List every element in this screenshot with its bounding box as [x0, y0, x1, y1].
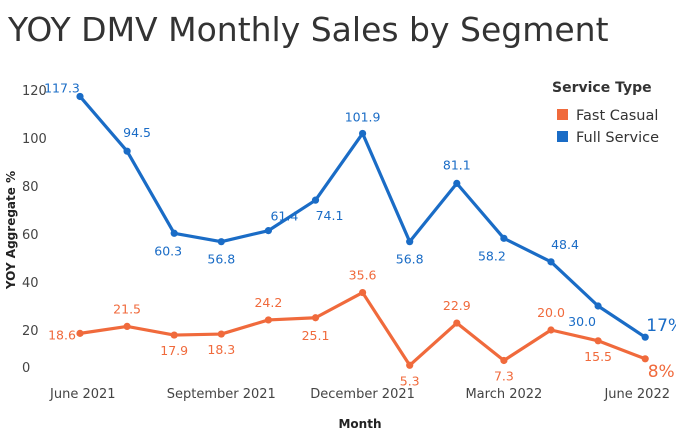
data-point[interactable] [594, 337, 602, 345]
data-point[interactable] [311, 196, 320, 204]
legend-item-fast-casual[interactable]: Fast Casual [557, 108, 658, 124]
x-tick-label: December 2021 [310, 387, 415, 402]
legend-title: Service Type [552, 80, 652, 96]
data-label: 25.1 [302, 328, 330, 343]
data-label: 7.3 [494, 368, 514, 383]
data-point[interactable] [170, 331, 178, 339]
data-label: 56.8 [396, 252, 424, 267]
data-label: 48.4 [551, 237, 579, 252]
x-tick-label: June 2022 [603, 387, 670, 402]
data-label: 117.3 [44, 80, 80, 95]
data-label: 58.2 [478, 248, 506, 263]
y-tick-label: 20 [22, 324, 39, 339]
data-point[interactable] [641, 333, 649, 341]
data-label: 94.5 [123, 125, 151, 140]
data-point[interactable] [500, 356, 508, 365]
data-label: 18.6 [48, 327, 76, 342]
data-label: 17% [646, 316, 676, 336]
y-axis-title: YOY Aggregate % [4, 171, 18, 290]
data-point[interactable] [123, 322, 131, 330]
legend-swatch [557, 109, 568, 120]
data-point[interactable] [76, 329, 84, 337]
data-label: 61.4 [270, 209, 298, 224]
legend-label: Full Service [576, 130, 659, 146]
data-label: 5.3 [400, 373, 420, 388]
data-point[interactable] [311, 314, 320, 322]
data-point[interactable] [217, 238, 225, 246]
series-fast-casual[interactable]: 18.6 21.5 17.9 18.3 24.2 25.1 35.6 5.3 22.9 7.3 20… [48, 268, 675, 389]
y-tick-label: 60 [22, 228, 39, 243]
data-label: 60.3 [154, 243, 182, 258]
series-layer: 18.6 21.5 17.9 18.3 24.2 25.1 35.6 5.3 22.9 7.3 20… [44, 80, 676, 388]
data-point[interactable] [264, 227, 272, 235]
x-tick-label: June 2021 [49, 387, 116, 402]
data-label: 81.1 [443, 157, 471, 172]
x-tick-label: September 2021 [167, 387, 276, 402]
data-label: 20.0 [537, 305, 565, 320]
y-tick-label: 80 [22, 180, 39, 195]
data-label: 24.2 [254, 295, 282, 310]
data-label: 8% [648, 362, 675, 382]
data-point[interactable] [359, 129, 367, 138]
data-label: 17.9 [160, 343, 188, 358]
chart-title: YOY DMV Monthly Sales by Segment [8, 10, 609, 49]
data-point[interactable] [359, 288, 367, 297]
data-point[interactable] [264, 316, 272, 324]
data-label: 18.3 [207, 342, 235, 357]
y-tick-label: 40 [22, 276, 39, 291]
y-tick-label: 0 [22, 361, 30, 376]
y-tick-label: 120 [22, 84, 47, 99]
data-point[interactable] [123, 147, 131, 155]
data-point[interactable] [594, 302, 602, 310]
data-point[interactable] [453, 319, 461, 327]
data-point[interactable] [406, 361, 414, 369]
data-label: 56.8 [207, 252, 235, 267]
y-axis-ticks: 0 20 40 60 80 100 120 [22, 84, 47, 376]
legend-item-full-service[interactable]: Full Service [557, 130, 659, 146]
y-tick-label: 100 [22, 132, 47, 147]
data-point[interactable] [547, 258, 555, 266]
data-label: 15.5 [584, 349, 612, 364]
data-label: 101.9 [345, 109, 381, 124]
data-point[interactable] [500, 234, 508, 242]
legend-label: Fast Casual [576, 108, 658, 124]
data-point[interactable] [76, 92, 84, 101]
data-label: 22.9 [443, 298, 471, 313]
data-point[interactable] [170, 229, 178, 237]
data-label: 74.1 [316, 208, 344, 223]
legend[interactable]: Service Type Fast Casual Full Service [552, 80, 659, 146]
data-point[interactable] [406, 238, 414, 246]
data-point[interactable] [641, 355, 649, 363]
legend-swatch [557, 131, 568, 142]
x-axis-title: Month [338, 417, 381, 431]
series-full-service[interactable]: 117.3 94.5 60.3 56.8 61.4 74.1 101.9 56.8 81.1 58… [44, 80, 676, 341]
data-point[interactable] [547, 326, 555, 334]
data-label: 30.0 [568, 314, 596, 329]
data-label: 21.5 [113, 301, 141, 316]
x-axis-ticks: June 2021 September 2021 December 2021 Marc… [49, 387, 670, 402]
x-tick-label: March 2022 [465, 387, 542, 402]
data-label: 35.6 [349, 268, 377, 283]
data-point[interactable] [453, 179, 461, 187]
data-point[interactable] [217, 330, 225, 338]
